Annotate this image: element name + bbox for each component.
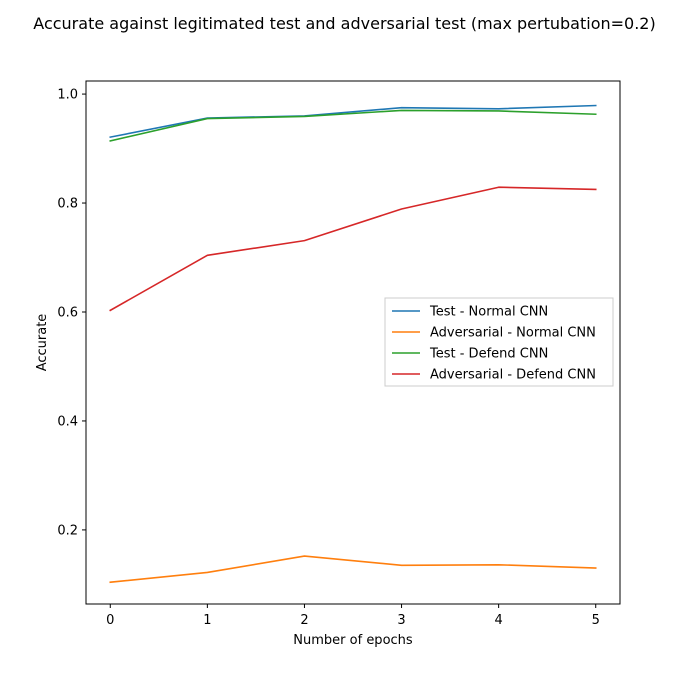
legend-label-3: Test - Defend CNN bbox=[429, 347, 548, 362]
y-tick-label: 0.2 bbox=[57, 523, 78, 538]
x-tick-label: 4 bbox=[494, 613, 502, 628]
series-line-3 bbox=[109, 109, 597, 142]
x-tick-label: 5 bbox=[592, 613, 600, 628]
y-tick-label: 0.6 bbox=[57, 305, 78, 320]
series-line-4 bbox=[109, 186, 597, 312]
series-line-2 bbox=[109, 555, 597, 584]
x-tick-label: 1 bbox=[203, 613, 211, 628]
legend-label-4: Adversarial - Defend CNN bbox=[430, 368, 596, 383]
x-axis-label: Number of epochs bbox=[293, 633, 413, 648]
y-tick-label: 0.8 bbox=[57, 197, 78, 212]
legend: Test - Normal CNN Adversarial - Normal CN… bbox=[384, 297, 614, 387]
y-axis-label: Accurate bbox=[35, 314, 50, 372]
x-tick-label: 0 bbox=[106, 613, 114, 628]
y-tick-label: 0.4 bbox=[57, 414, 78, 429]
y-tick-label: 1.0 bbox=[57, 88, 78, 103]
legend-box bbox=[384, 297, 614, 387]
legend-label-1: Test - Normal CNN bbox=[429, 305, 548, 320]
chart-title: Accurate against legitimated test and ad… bbox=[33, 14, 655, 33]
legend-label-2: Adversarial - Normal CNN bbox=[430, 326, 596, 341]
x-tick-label: 3 bbox=[397, 613, 405, 628]
x-tick-label: 2 bbox=[300, 613, 308, 628]
y-axis: 0.2 0.4 0.6 0.8 1.0 bbox=[57, 88, 86, 538]
x-axis: 0 1 2 3 4 5 bbox=[106, 604, 600, 628]
series-lines bbox=[109, 104, 597, 584]
series-line-1 bbox=[109, 104, 597, 139]
plot-frame bbox=[85, 80, 621, 605]
